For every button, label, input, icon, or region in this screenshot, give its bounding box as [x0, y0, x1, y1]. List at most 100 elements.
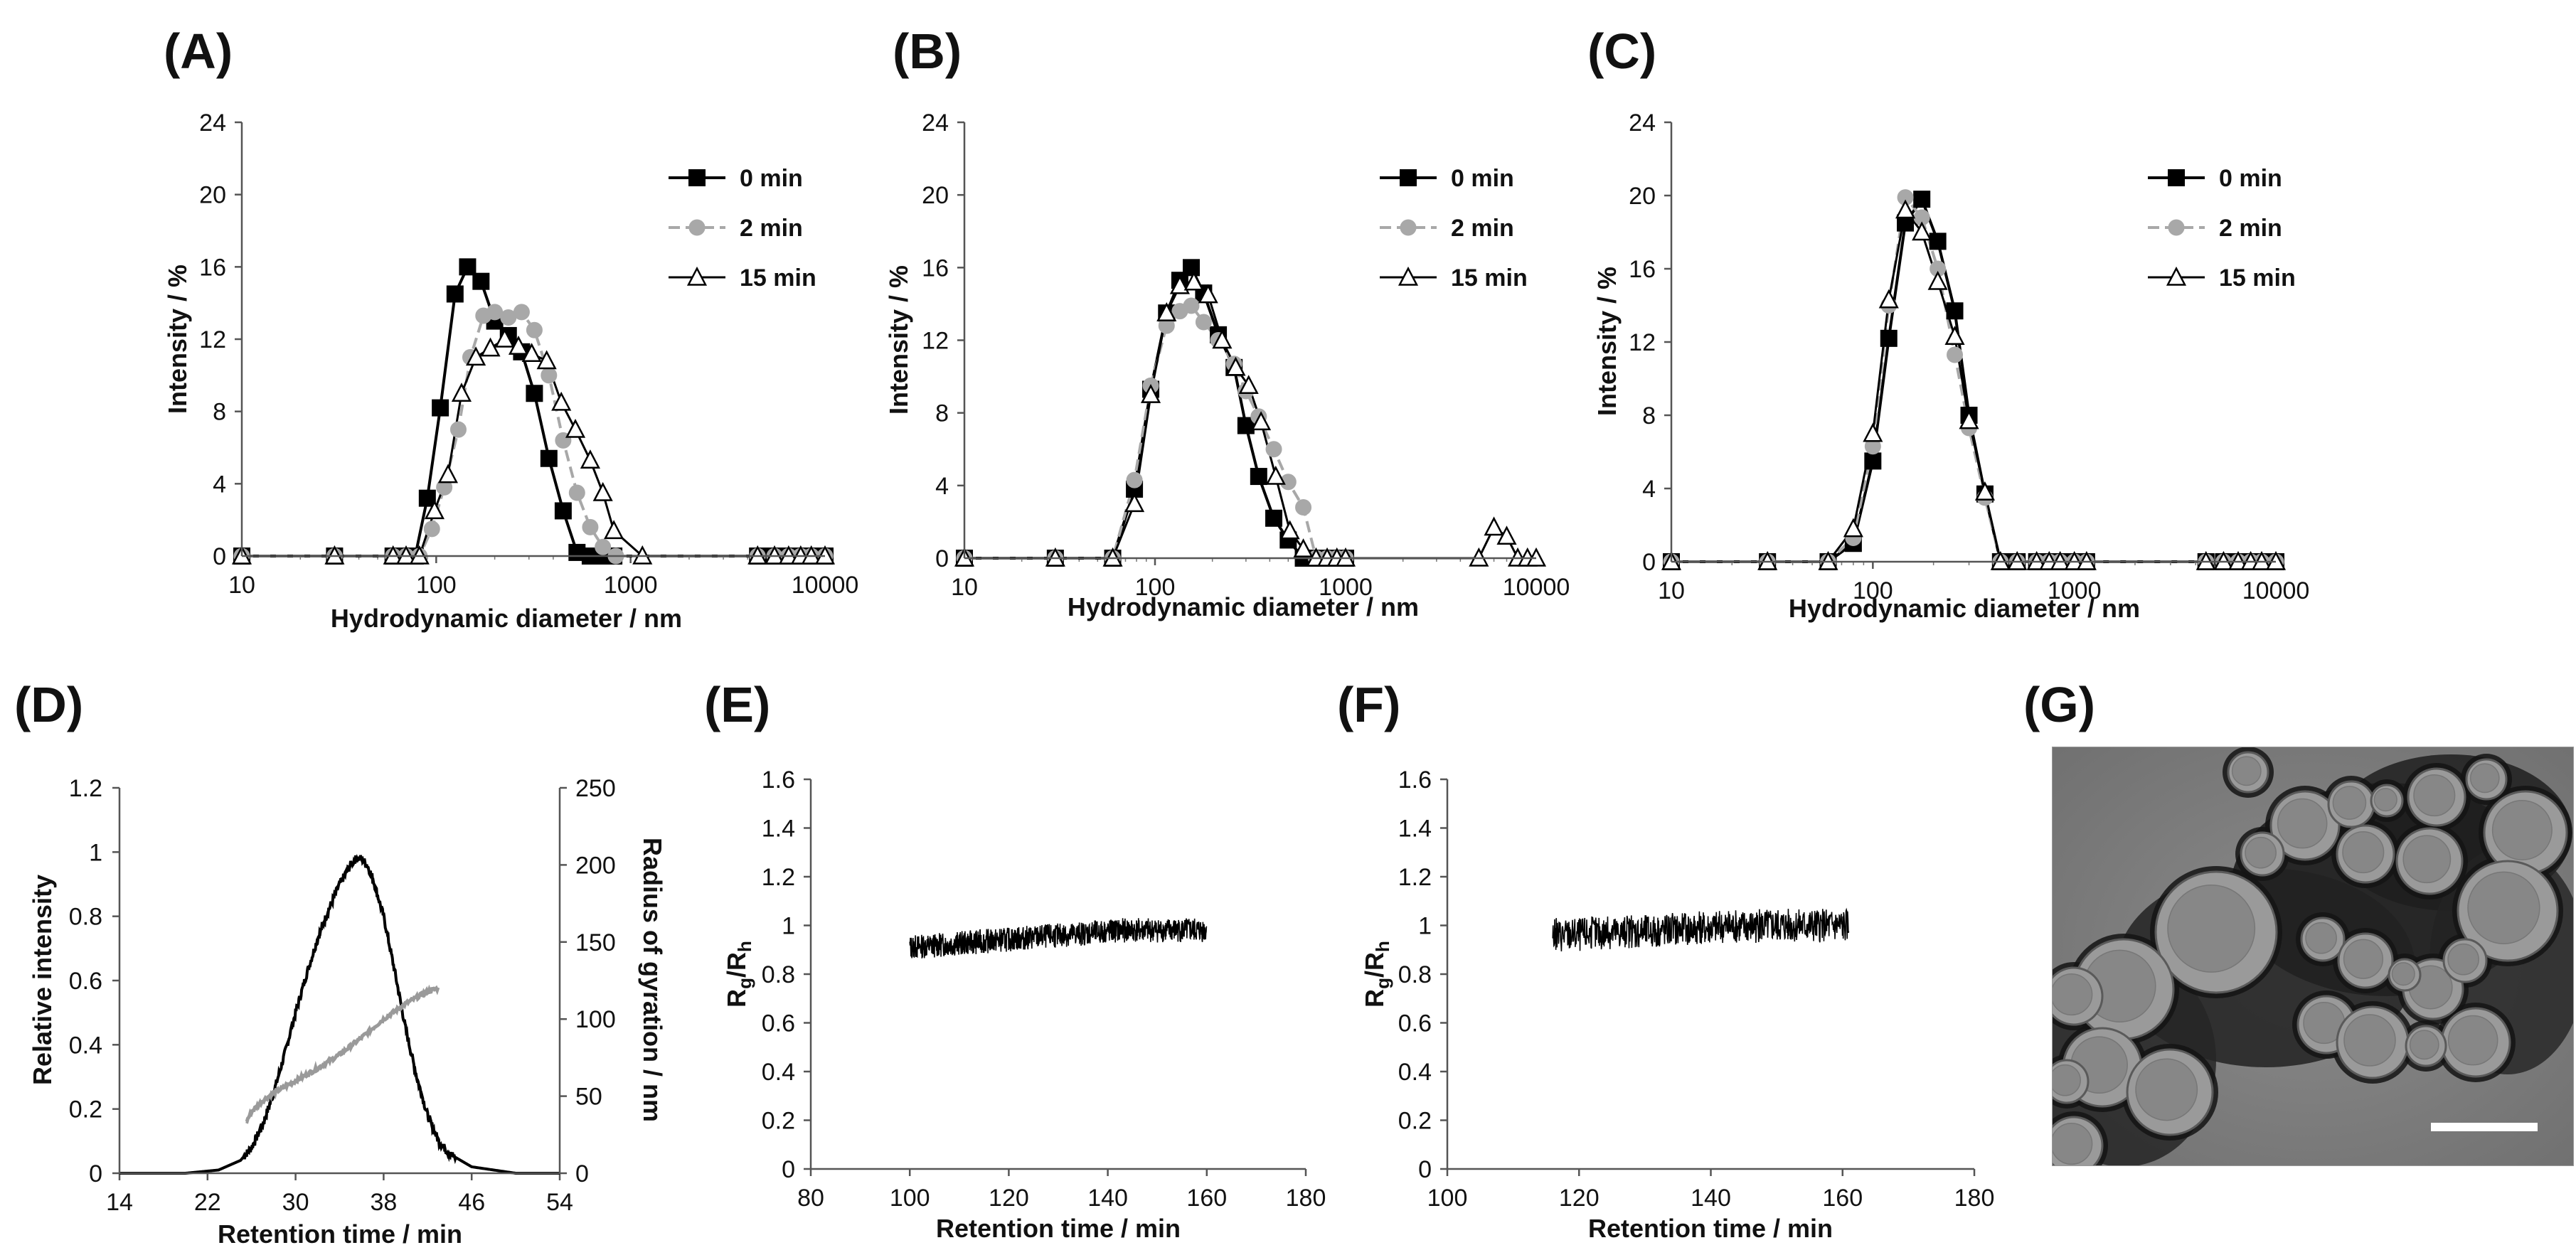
panel-e-line-ratio	[909, 918, 1208, 958]
panel-f-xtick-label: 180	[1954, 1185, 1995, 1212]
panel-a-xlabel: Hydrodynamic diameter / nm	[331, 604, 682, 633]
panel-b-chart: (B) 0 4 8 12 16 20 24 10 100 1000 10000 Hydrodyna…	[884, 23, 1570, 621]
panel-e-xlabel: Retention time / min	[936, 1214, 1181, 1243]
tem-vesicle-core	[2053, 1123, 2093, 1165]
tem-vesicle-core	[2373, 788, 2397, 812]
panel-c-xlabel: Hydrodynamic diameter / nm	[1789, 594, 2140, 623]
panel-b-point-s15	[1225, 356, 1246, 376]
panel-a-point-s0	[446, 285, 464, 303]
panel-b-point-s15	[1212, 329, 1233, 349]
panel-d-ytick-label: 0.8	[69, 904, 102, 931]
panel-b-point-s15	[1156, 302, 1177, 321]
panel-c-xtick-label: 10000	[2242, 577, 2310, 604]
panel-d-xtick-label: 22	[194, 1189, 221, 1216]
panel-c-ytick-label: 12	[1629, 329, 1656, 356]
panel-d-y2tick-label: 100	[575, 1006, 616, 1033]
panel-d-y2tick-label: 50	[575, 1084, 602, 1111]
tem-vesicle-core	[2277, 798, 2328, 849]
panel-d-xtick-label: 30	[282, 1189, 309, 1216]
panel-e-ytick-label: 0	[782, 1156, 795, 1183]
panel-d-line-rg	[245, 984, 440, 1124]
panel-c-point-s15	[1863, 422, 1883, 442]
panel-a-point-s15	[551, 391, 572, 411]
panel-a-xtick-label: 1000	[604, 572, 658, 599]
panel-a-point-s15	[536, 350, 557, 370]
tem-vesicle-core	[2413, 774, 2456, 817]
panel-c-legend-marker	[2168, 169, 2185, 186]
panel-a-point-s2	[449, 421, 467, 438]
panel-c-chart: (C) 0 4 8 12 16 20 24 10 100 1000 10000 Hydrodyna…	[1587, 23, 2309, 623]
panel-b-point-s15	[1265, 465, 1286, 485]
tem-vesicle-core	[2342, 831, 2385, 874]
panel-b-xtick-label: 1000	[1319, 574, 1373, 601]
panel-a-ylabel: Intensity / %	[163, 265, 192, 414]
panel-a-xtick-label: 100	[416, 572, 457, 599]
panel-c-legend: 0 min 2 min 15 min	[2148, 165, 2296, 292]
panel-d-label: (D)	[14, 677, 83, 732]
panel-a-point-s15	[451, 383, 472, 402]
panel-b-legend-marker	[1400, 169, 1417, 186]
panel-c-ylabel: Intensity / %	[1592, 267, 1622, 416]
panel-f-ytick-label: 0.8	[1398, 961, 1432, 988]
tem-vesicle-core	[2305, 922, 2337, 954]
panel-d-chart: (D) 0 0.2 0.4 0.6 0.8 1 1.2 0 50 100 150 200 250 14…	[14, 677, 667, 1249]
panel-e-ytick-label: 1.6	[762, 767, 795, 794]
panel-b-ytick-label: 8	[935, 400, 949, 427]
panel-b-point-s15	[1251, 411, 1272, 431]
panel-c-point-s0	[1880, 329, 1898, 347]
panel-b-label: (B)	[893, 23, 962, 79]
panel-f-ytick-label: 1.2	[1398, 864, 1432, 891]
panel-c-ytick-label: 0	[1642, 549, 1656, 576]
panel-d-ytick-label: 0	[89, 1160, 102, 1187]
tem-vesicle-core	[2167, 884, 2256, 973]
panel-b-point-s0	[1183, 259, 1201, 277]
panel-a-point-s15	[508, 336, 529, 355]
panel-a-ytick-label: 4	[213, 471, 226, 498]
panel-b-point-s2	[1265, 441, 1282, 458]
tem-image	[2053, 747, 2573, 1165]
panel-f-ytick-label: 1.4	[1398, 816, 1432, 843]
panel-f-ytick-label: 1	[1418, 913, 1432, 940]
panel-f-label: (F)	[1337, 677, 1400, 732]
panel-b-point-s15	[1169, 274, 1190, 294]
panel-e-xtick-label: 100	[890, 1185, 930, 1212]
panel-d-y2tick-label: 200	[575, 852, 616, 879]
panel-f-xlabel: Retention time / min	[1588, 1214, 1833, 1243]
panel-c-line-s2	[1671, 196, 2276, 563]
panel-b-point-s0	[1265, 509, 1283, 527]
panel-c-xtick-label: 10	[1658, 577, 1685, 604]
panel-a-legend-label: 0 min	[740, 165, 803, 192]
panel-f-ytick-label: 0	[1418, 1156, 1432, 1183]
panel-f-ytick-label: 0.2	[1398, 1108, 1432, 1135]
panel-d-xlabel: Retention time / min	[218, 1219, 462, 1249]
tem-scale-bar	[2431, 1123, 2538, 1131]
panel-a-xticks: 10 100 1000 10000	[228, 556, 858, 599]
panel-f-ylabel: Rg/Rh	[1360, 941, 1393, 1008]
panel-a-ytick-label: 20	[199, 182, 226, 209]
panel-a-legend-label: 2 min	[740, 215, 803, 242]
tem-micrograph	[2052, 747, 2574, 1166]
panel-a-point-s0	[540, 449, 558, 467]
panel-a-point-s2	[582, 518, 599, 535]
panel-a-legend-marker	[688, 219, 706, 236]
panel-f-xtick-label: 100	[1427, 1185, 1468, 1212]
panel-b-point-s15	[1198, 284, 1218, 304]
panel-c-point-s2	[1947, 346, 1964, 363]
panel-b-point-s15	[1279, 520, 1300, 540]
panel-c-xtick-label: 100	[1853, 577, 1893, 604]
panel-a-point-s2	[513, 304, 530, 321]
panel-c-ytick-label: 24	[1629, 110, 1656, 137]
panel-a-point-s2	[526, 321, 543, 338]
panel-a-point-s15	[592, 481, 613, 501]
tem-vesicle-core	[2053, 1064, 2081, 1096]
panel-e-ytick-label: 1	[782, 913, 795, 940]
panel-c-legend-marker	[2166, 266, 2187, 286]
panel-d-y2ticks: 0 50 100 150 200 250	[560, 775, 616, 1187]
panel-f-line-ratio	[1552, 907, 1850, 952]
panel-b-point-s15	[1238, 375, 1259, 395]
panel-b-yticks: 0 4 8 12 16 20 24	[922, 110, 964, 572]
panel-e-chart: (E) 0 0.2 0.4 0.6 0.8 1 1.2 1.4 1.6 80 100 120 140 1…	[704, 677, 1326, 1243]
panel-c-point-s15	[1959, 410, 1979, 429]
panel-e-ylabel: Rg/Rh	[722, 941, 755, 1008]
panel-f-xtick-label: 120	[1559, 1185, 1600, 1212]
